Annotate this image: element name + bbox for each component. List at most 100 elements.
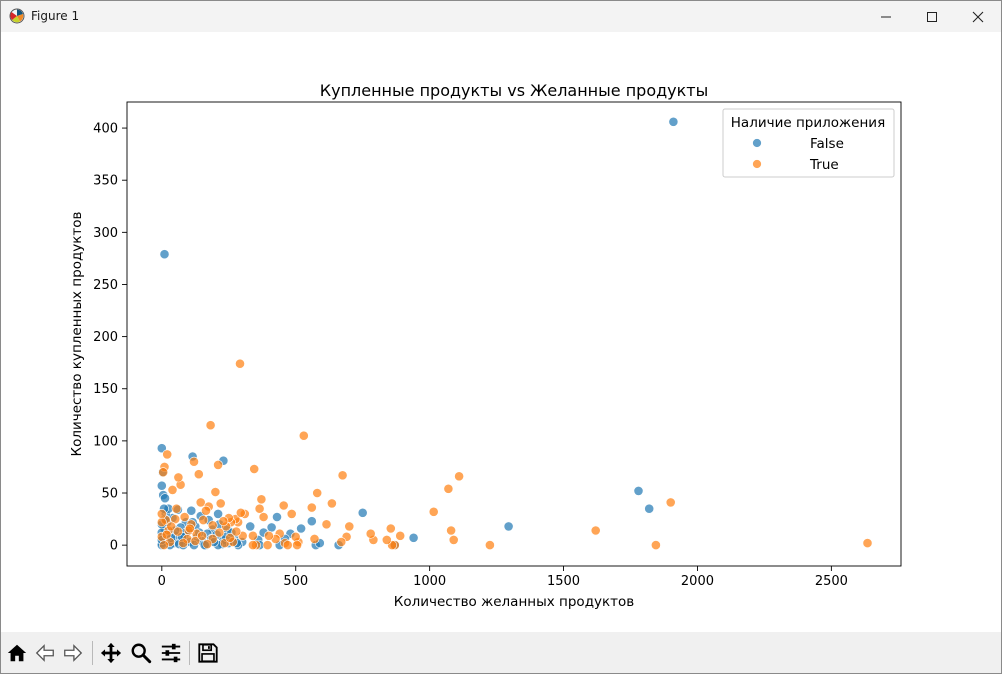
point-false-7 bbox=[160, 493, 170, 504]
point-true-95 bbox=[235, 507, 246, 518]
point-false-18 bbox=[266, 522, 277, 533]
point-true-40 bbox=[247, 530, 258, 541]
minimize-icon bbox=[881, 16, 891, 17]
point-true-82 bbox=[161, 529, 172, 540]
point-false-2 bbox=[156, 443, 167, 454]
pan-button[interactable] bbox=[98, 640, 124, 666]
legend-label-false: False bbox=[810, 136, 844, 152]
maximize-button[interactable] bbox=[909, 1, 955, 32]
point-true-8 bbox=[443, 483, 454, 494]
legend-marker-true bbox=[752, 159, 762, 169]
title-bar[interactable]: Figure 1 bbox=[1, 1, 1001, 32]
x-tick-label-2000: 2000 bbox=[681, 574, 714, 589]
figure-canvas[interactable]: 0 500 1000 1500 2000 2500 0 50 100 150 200 250 300 3… bbox=[1, 32, 1001, 632]
point-true-97 bbox=[262, 540, 273, 550]
point-true-1 bbox=[665, 497, 676, 508]
close-icon bbox=[972, 11, 984, 22]
y-tick-label-400: 400 bbox=[93, 122, 118, 137]
point-true-34 bbox=[263, 530, 274, 541]
point-false-5 bbox=[156, 480, 167, 491]
point-false-12 bbox=[357, 507, 368, 518]
point-true-4 bbox=[484, 540, 495, 550]
points-layer bbox=[156, 116, 873, 550]
point-true-98 bbox=[282, 540, 293, 550]
point-true-3 bbox=[590, 525, 601, 536]
point-true-29 bbox=[286, 508, 297, 519]
point-true-36 bbox=[256, 494, 267, 505]
point-false-10 bbox=[503, 521, 514, 532]
point-true-50 bbox=[218, 516, 229, 527]
point-true-96 bbox=[247, 540, 258, 550]
zoom-button[interactable] bbox=[128, 640, 154, 666]
point-true-20 bbox=[336, 537, 347, 547]
point-true-9 bbox=[428, 506, 439, 517]
point-true-87 bbox=[190, 536, 201, 546]
point-true-86 bbox=[184, 523, 195, 534]
point-true-16 bbox=[365, 528, 376, 539]
point-false-26 bbox=[213, 508, 223, 519]
point-true-7 bbox=[446, 525, 456, 536]
point-true-74 bbox=[162, 449, 173, 460]
move-icon bbox=[100, 642, 122, 664]
maximize-icon bbox=[927, 11, 937, 22]
y-axis-ticks: 0 50 100 150 200 250 300 350 400 bbox=[93, 122, 127, 554]
minimize-button[interactable] bbox=[863, 1, 909, 32]
scatter-chart: 0 500 1000 1500 2000 2500 0 50 100 150 200 250 300 3… bbox=[69, 81, 902, 610]
x-tick-label-1000: 1000 bbox=[413, 574, 446, 589]
forward-button[interactable] bbox=[60, 640, 86, 666]
point-true-25 bbox=[306, 502, 317, 513]
floppy-disk-icon bbox=[198, 643, 218, 663]
point-true-84 bbox=[172, 526, 183, 537]
point-false-13 bbox=[306, 516, 317, 527]
point-true-23 bbox=[312, 488, 323, 498]
home-icon bbox=[7, 644, 27, 662]
point-true-77 bbox=[158, 467, 169, 478]
window-title: Figure 1 bbox=[31, 9, 80, 23]
x-tick-label-2500: 2500 bbox=[815, 574, 848, 589]
home-button[interactable] bbox=[4, 640, 30, 666]
chart-title: Купленные продукты vs Желанные продукты bbox=[320, 81, 709, 100]
point-true-91 bbox=[214, 527, 225, 538]
point-true-85 bbox=[179, 512, 190, 522]
legend-marker-false bbox=[752, 138, 762, 148]
y-tick-label-50: 50 bbox=[101, 487, 118, 502]
point-true-35 bbox=[258, 512, 269, 522]
point-true-78 bbox=[156, 517, 167, 528]
point-true-94 bbox=[231, 526, 242, 537]
back-button[interactable] bbox=[32, 640, 58, 666]
point-true-71 bbox=[167, 484, 178, 495]
axes-frame bbox=[126, 101, 902, 567]
point-true-21 bbox=[326, 498, 337, 509]
y-tick-label-200: 200 bbox=[93, 330, 118, 345]
configure-subplots-button[interactable] bbox=[158, 640, 184, 666]
point-true-53 bbox=[210, 487, 221, 497]
navigation-toolbar bbox=[1, 632, 1001, 673]
point-true-58 bbox=[198, 515, 209, 525]
point-true-31 bbox=[278, 500, 289, 511]
point-true-13 bbox=[385, 523, 396, 534]
sliders-icon bbox=[161, 643, 181, 663]
y-tick-label-150: 150 bbox=[93, 382, 118, 397]
toolbar-separator bbox=[189, 641, 190, 665]
point-true-62 bbox=[189, 456, 199, 467]
point-true-39 bbox=[249, 464, 260, 474]
point-false-1 bbox=[159, 249, 170, 260]
arrow-right-icon bbox=[64, 644, 83, 662]
point-false-21 bbox=[245, 521, 256, 532]
legend-label-true: True bbox=[809, 157, 839, 173]
legend-box bbox=[722, 108, 895, 178]
point-true-26 bbox=[298, 430, 309, 441]
save-button[interactable] bbox=[195, 640, 221, 666]
x-tick-label-500: 500 bbox=[283, 574, 308, 589]
point-true-57 bbox=[201, 505, 211, 516]
point-true-51 bbox=[215, 498, 226, 509]
point-false-9 bbox=[644, 503, 655, 514]
x-tick-label-0: 0 bbox=[158, 574, 166, 589]
point-true-55 bbox=[205, 420, 216, 431]
point-true-10 bbox=[395, 530, 406, 541]
point-false-17 bbox=[272, 512, 282, 522]
point-true-22 bbox=[321, 519, 332, 530]
close-button[interactable] bbox=[955, 1, 1001, 32]
point-true-52 bbox=[213, 459, 223, 470]
point-true-83 bbox=[166, 521, 177, 532]
